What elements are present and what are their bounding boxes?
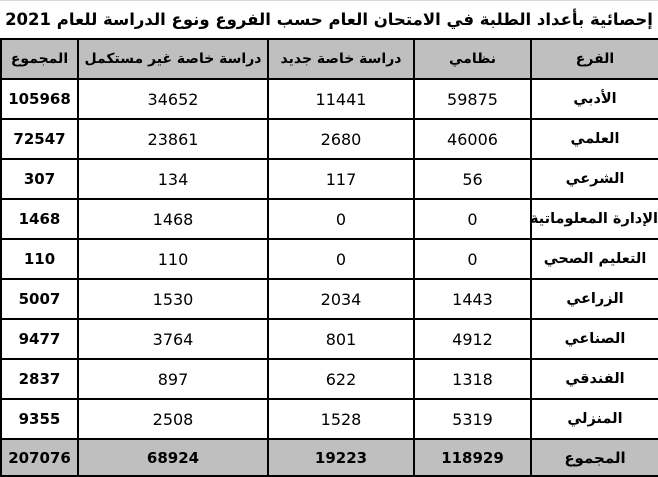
cell-nizami: 0 [413,238,532,280]
cell-incomplete-private: 134 [77,158,269,200]
cell-nizami: 0 [413,198,532,240]
cell-grand-total: 207076 [0,438,79,477]
cell-new-private: 11441 [267,78,415,120]
cell-branch: الفندقي [530,358,658,400]
header-nizami: نظامي [413,38,532,80]
cell-incomplete-private: 23861 [77,118,269,160]
cell-incomplete-private-total: 68924 [77,438,269,477]
cell-branch: الإدارة المعلوماتية [530,198,658,240]
cell-branch: الشرعي [530,158,658,200]
cell-incomplete-private: 110 [77,238,269,280]
cell-total: 5007 [0,278,79,320]
cell-branch: الصناعي [530,318,658,360]
cell-new-private: 0 [267,238,415,280]
table-body: الأدبي 59875 11441 34652 105968 العلمي 4… [0,78,658,440]
table-row: العلمي 46006 2680 23861 72547 [0,118,658,160]
header-branch: الفرع [530,38,658,80]
cell-nizami: 46006 [413,118,532,160]
cell-nizami: 1318 [413,358,532,400]
cell-incomplete-private: 1530 [77,278,269,320]
cell-branch: المنزلي [530,398,658,440]
cell-new-private: 0 [267,198,415,240]
page-title: إحصائية بأعداد الطلبة في الامتحان العام … [5,10,653,29]
table-row: الصناعي 4912 801 3764 9477 [0,318,658,360]
cell-branch: التعليم الصحي [530,238,658,280]
cell-new-private: 1528 [267,398,415,440]
cell-total: 307 [0,158,79,200]
cell-branch-total: المجموع [530,438,658,477]
cell-total: 72547 [0,118,79,160]
cell-total: 110 [0,238,79,280]
cell-new-private-total: 19223 [267,438,415,477]
cell-nizami: 56 [413,158,532,200]
totals-row: المجموع 118929 19223 68924 207076 [0,438,658,477]
table-row: الشرعي 56 117 134 307 [0,158,658,200]
cell-new-private: 622 [267,358,415,400]
cell-total: 2837 [0,358,79,400]
cell-nizami-total: 118929 [413,438,532,477]
table-row: الأدبي 59875 11441 34652 105968 [0,78,658,120]
cell-nizami: 4912 [413,318,532,360]
cell-incomplete-private: 1468 [77,198,269,240]
cell-total: 1468 [0,198,79,240]
cell-incomplete-private: 897 [77,358,269,400]
cell-nizami: 59875 [413,78,532,120]
header-total: المجموع [0,38,79,80]
table-row: الإدارة المعلوماتية 0 0 1468 1468 [0,198,658,240]
table-row: الفندقي 1318 622 897 2837 [0,358,658,400]
cell-branch: العلمي [530,118,658,160]
cell-new-private: 2680 [267,118,415,160]
header-incomplete-private: دراسة خاصة غير مستكمل [77,38,269,80]
cell-new-private: 801 [267,318,415,360]
cell-branch: الأدبي [530,78,658,120]
cell-incomplete-private: 2508 [77,398,269,440]
cell-branch: الزراعي [530,278,658,320]
header-row: الفرع نظامي دراسة خاصة جديد دراسة خاصة غ… [0,38,658,80]
cell-nizami: 5319 [413,398,532,440]
statistics-table: الفرع نظامي دراسة خاصة جديد دراسة خاصة غ… [0,38,658,477]
cell-nizami: 1443 [413,278,532,320]
table-row: التعليم الصحي 0 0 110 110 [0,238,658,280]
cell-total: 9355 [0,398,79,440]
header-new-private: دراسة خاصة جديد [267,38,415,80]
cell-total: 9477 [0,318,79,360]
cell-incomplete-private: 34652 [77,78,269,120]
cell-new-private: 117 [267,158,415,200]
cell-total: 105968 [0,78,79,120]
table-row: المنزلي 5319 1528 2508 9355 [0,398,658,440]
cell-new-private: 2034 [267,278,415,320]
cell-incomplete-private: 3764 [77,318,269,360]
table-row: الزراعي 1443 2034 1530 5007 [0,278,658,320]
